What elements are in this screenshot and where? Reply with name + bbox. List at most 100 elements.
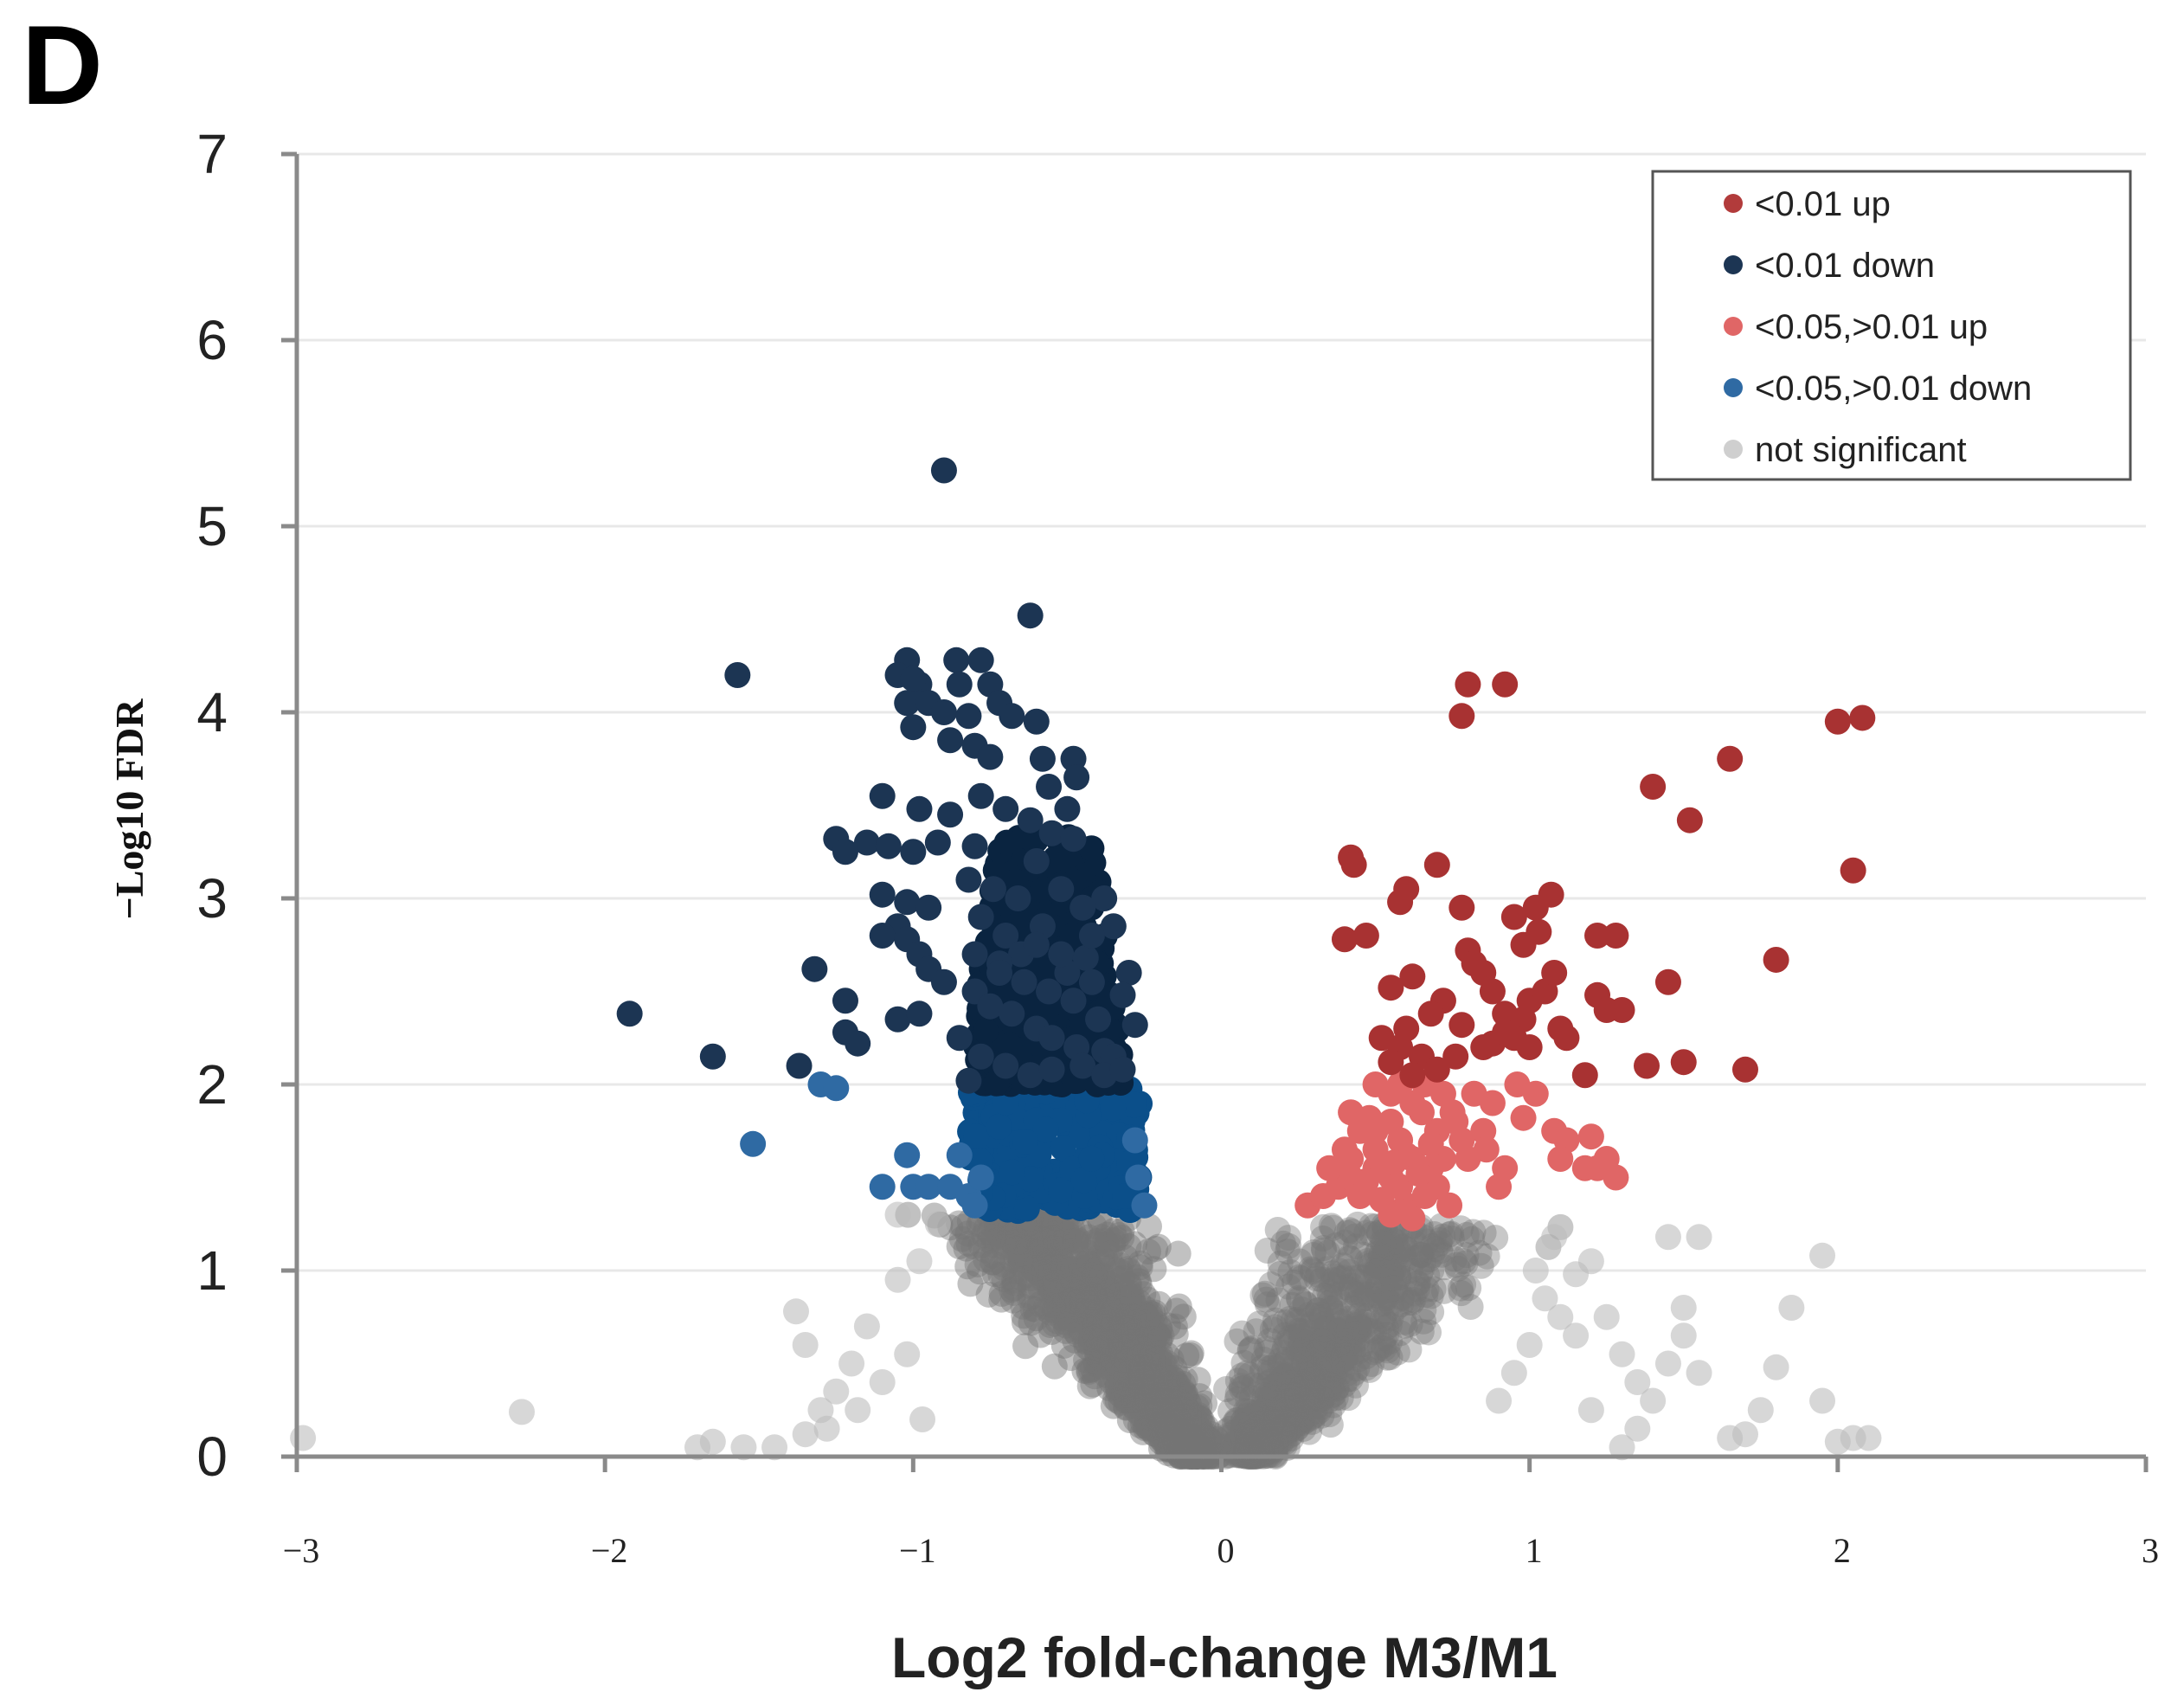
point-not-significant: [1134, 1355, 1160, 1382]
point-not-significant: [1255, 1434, 1281, 1461]
point-not-significant: [1809, 1387, 1836, 1414]
point-not-significant: [1170, 1303, 1197, 1330]
point-not-significant: [1123, 1363, 1150, 1390]
point-fdr-0.01-down: [832, 988, 858, 1014]
point-not-significant: [1125, 1344, 1152, 1371]
point-not-significant: [1132, 1371, 1159, 1398]
point-not-significant: [1311, 1328, 1338, 1354]
point-not-significant: [1364, 1276, 1391, 1303]
point-fdr-0.01-down: [915, 894, 942, 921]
point-not-significant: [1165, 1423, 1192, 1450]
point-not-significant: [1245, 1432, 1272, 1458]
point-not-significant: [1134, 1367, 1161, 1393]
point-not-significant: [1134, 1348, 1161, 1374]
point-not-significant: [1099, 1348, 1126, 1374]
point-not-significant: [1305, 1261, 1332, 1288]
point-not-significant: [1177, 1440, 1204, 1467]
point-not-significant: [1049, 1217, 1076, 1244]
point-fdr-0.01-down: [616, 1000, 643, 1027]
point-not-significant: [1237, 1337, 1263, 1364]
point-not-significant: [1102, 1375, 1129, 1402]
point-not-significant: [1006, 1235, 1033, 1262]
point-not-significant: [1304, 1360, 1331, 1387]
point-not-significant: [1137, 1363, 1164, 1390]
point-not-significant: [1164, 1372, 1191, 1399]
point-not-significant: [1134, 1407, 1160, 1434]
point-not-significant: [1142, 1354, 1169, 1380]
point-not-significant: [1166, 1419, 1192, 1445]
point-not-significant: [1145, 1395, 1172, 1422]
point-not-significant: [988, 1280, 1015, 1307]
point-not-significant: [1311, 1383, 1338, 1410]
point-not-significant: [1172, 1399, 1198, 1426]
point-not-significant: [1038, 1277, 1065, 1303]
point-not-significant: [1119, 1361, 1146, 1387]
point-not-significant: [1180, 1429, 1207, 1456]
point-not-significant: [1086, 1301, 1113, 1328]
point-not-significant: [1129, 1354, 1156, 1380]
point-not-significant: [1130, 1393, 1157, 1420]
point-not-significant: [1145, 1382, 1172, 1409]
point-not-significant: [1132, 1349, 1159, 1376]
point-fdr-0.01-up: [1538, 881, 1564, 908]
point-not-significant: [1082, 1269, 1108, 1296]
point-not-significant: [1130, 1357, 1157, 1384]
point-not-significant: [1258, 1434, 1285, 1461]
point-not-significant: [1229, 1425, 1256, 1451]
point-not-significant: [1189, 1424, 1216, 1451]
dense-points-layer: [895, 1201, 1574, 1470]
point-not-significant: [1102, 1226, 1129, 1252]
point-not-significant: [1303, 1383, 1330, 1410]
point-not-significant: [1278, 1420, 1305, 1447]
point-not-significant: [1144, 1412, 1171, 1438]
point-fdr-0.01-down: [845, 1030, 871, 1057]
point-not-significant: [1140, 1329, 1167, 1355]
point-not-significant: [1086, 1309, 1113, 1336]
point-not-significant: [1077, 1261, 1104, 1288]
point-not-significant: [1260, 1393, 1287, 1419]
point-not-significant: [1459, 1226, 1486, 1252]
point-not-significant: [1229, 1375, 1256, 1402]
point-not-significant: [1082, 1299, 1109, 1326]
point-not-significant: [1271, 1393, 1298, 1420]
point-not-significant: [1388, 1284, 1415, 1310]
point-fdr-0.01-down: [961, 941, 988, 968]
point-not-significant: [1362, 1258, 1389, 1285]
point-not-significant: [1179, 1426, 1205, 1453]
point-not-significant: [1249, 1432, 1275, 1458]
point-not-significant: [1182, 1439, 1209, 1466]
point-not-significant: [1276, 1389, 1303, 1416]
point-not-significant: [1310, 1341, 1337, 1367]
point-not-significant: [1329, 1330, 1356, 1357]
point-not-significant: [1255, 1339, 1281, 1366]
point-not-significant: [1080, 1304, 1107, 1331]
point-not-significant: [1286, 1264, 1313, 1290]
point-not-significant: [1237, 1399, 1263, 1425]
point-not-significant: [1077, 1280, 1104, 1307]
point-fdr-0.01-down: [875, 833, 902, 859]
point-not-significant: [1053, 1309, 1080, 1336]
point-not-significant: [1195, 1425, 1222, 1452]
point-not-significant: [1305, 1339, 1332, 1366]
point-not-significant: [1185, 1439, 1211, 1466]
point-not-significant: [1229, 1362, 1256, 1389]
point-not-significant: [1139, 1374, 1166, 1400]
point-not-significant: [1037, 1214, 1064, 1241]
point-not-significant: [1156, 1385, 1183, 1412]
point-not-significant: [1160, 1389, 1187, 1416]
point-not-significant: [1365, 1253, 1391, 1280]
point-not-significant: [1166, 1407, 1193, 1434]
point-not-significant: [1187, 1426, 1214, 1453]
point-not-significant: [988, 1286, 1015, 1313]
point-not-significant: [1355, 1281, 1382, 1308]
point-not-significant: [1402, 1230, 1429, 1257]
point-not-significant: [955, 1230, 982, 1257]
point-not-significant: [1318, 1354, 1345, 1380]
point-not-significant: [1037, 1248, 1063, 1275]
point-not-significant: [1130, 1353, 1157, 1380]
point-not-significant: [1409, 1242, 1436, 1269]
point-not-significant: [1353, 1303, 1380, 1330]
point-not-significant: [1050, 1264, 1076, 1291]
point-not-significant: [1169, 1432, 1196, 1459]
point-not-significant: [1179, 1434, 1206, 1461]
